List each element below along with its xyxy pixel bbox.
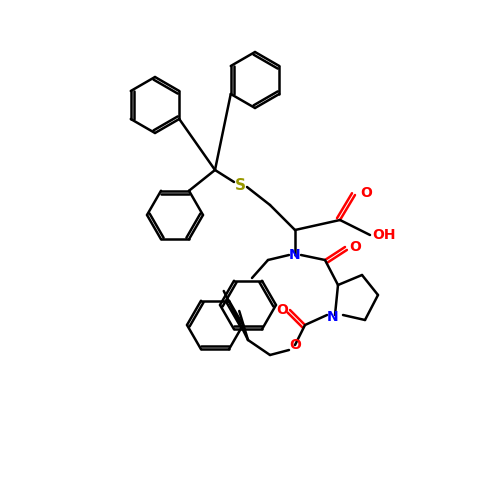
Text: S: S bbox=[234, 178, 246, 192]
Text: O: O bbox=[276, 303, 288, 317]
Text: O: O bbox=[360, 186, 372, 200]
Text: O: O bbox=[349, 240, 361, 254]
Text: N: N bbox=[289, 248, 301, 262]
Text: OH: OH bbox=[372, 228, 396, 242]
Text: N: N bbox=[327, 310, 339, 324]
Text: O: O bbox=[289, 338, 301, 352]
